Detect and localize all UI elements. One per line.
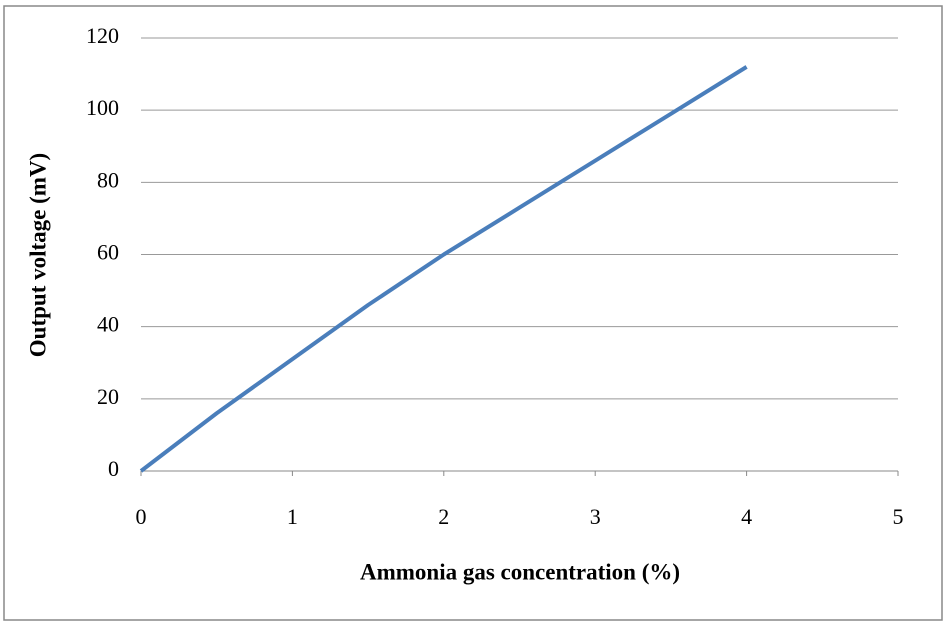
y-tick-label: 120 bbox=[86, 23, 119, 48]
x-tick-label: 1 bbox=[287, 504, 298, 529]
y-tick-label: 60 bbox=[97, 240, 119, 265]
y-tick-label: 0 bbox=[108, 456, 119, 481]
y-tick-label: 80 bbox=[97, 167, 119, 192]
x-tick-label: 2 bbox=[438, 504, 449, 529]
y-tick-label: 40 bbox=[97, 312, 119, 337]
x-tick-label: 3 bbox=[590, 504, 601, 529]
x-tick-label: 5 bbox=[893, 504, 904, 529]
data-line bbox=[139, 65, 748, 473]
y-tick-label: 20 bbox=[97, 384, 119, 409]
x-tick-label: 4 bbox=[741, 504, 752, 529]
y-tick-label: 100 bbox=[86, 95, 119, 120]
y-axis-title: Output voltage (mV) bbox=[25, 153, 50, 357]
chart-frame bbox=[3, 5, 943, 621]
x-axis-title: Ammonia gas concentration (%) bbox=[360, 559, 680, 584]
x-tick-label: 0 bbox=[136, 504, 147, 529]
